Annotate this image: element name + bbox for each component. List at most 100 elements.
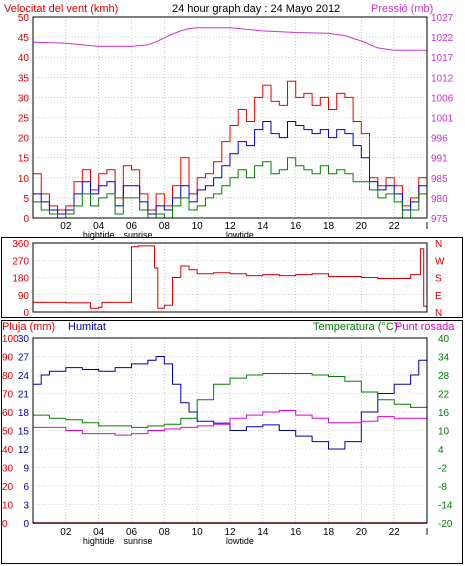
wind-low-line [33,157,428,219]
pressure-tick-label: 980 [431,194,448,205]
pluja-tick-label: 10 [2,501,14,512]
pressure-axis-ticks: 975 980 985 991 996 1001 1006 1012 1017 1022 1027 [431,13,454,225]
x-tick-label: 06 [126,221,138,232]
humidity-line [33,356,428,450]
wind-tick-label: 10 [18,174,30,185]
wind-series [32,27,428,219]
wind-tick-label: 45 [18,33,30,44]
marker-hightide: hightide [83,536,115,546]
wind-direction-line [33,245,428,309]
direction-axis-ticks: 0 90 180 270 360 [12,239,29,319]
pluja-axis-ticks: 0 10 20 30 40 50 60 70 80 90 100 [2,334,19,530]
temperature-line [33,373,428,428]
direction-tick-label: 90 [18,291,30,302]
humitat-tick-label: 0 [23,519,29,530]
x-tick-label: 12 [224,221,236,232]
pressure-tick-label: 1017 [431,53,454,64]
temperature-tick-label: -8 [438,482,447,493]
wind-pressure-panel: 0 5 10 15 20 25 30 35 40 45 50 975 980 985 991 996 1001… [18,13,454,240]
wind-axis-ticks: 0 5 10 15 20 25 30 35 40 45 50 [18,13,30,225]
pluja-tick-label: 70 [2,390,14,401]
humitat-axis-ticks: 0 3 6 9 12 15 18 21 24 27 30 [18,334,30,530]
tide-sun-markers-bottom: hightide sunrise lowtide [83,536,254,546]
x-tick-label: 04 [93,527,105,538]
wind-grid [33,17,428,218]
pluja-tick-label: 100 [2,334,19,345]
temperature-tick-label: 10 [438,427,450,438]
humitat-tick-label: 24 [18,371,30,382]
pressure-tick-label: 1012 [431,73,454,84]
direction-series [33,245,428,309]
humitat-tick-label: 21 [18,390,30,401]
dewpoint-line [33,410,428,436]
temperature-tick-label: 40 [438,334,450,345]
pressure-tick-label: 975 [431,214,448,225]
pressure-tick-label: 1006 [431,93,454,104]
wind-tick-label: 40 [18,53,30,64]
x-tick-label: 22 [389,527,401,538]
wind-tick-label: 30 [18,93,30,104]
humitat-tick-label: 30 [18,334,30,345]
pluja-tick-label: 60 [2,408,14,419]
pluja-tick-label: 90 [2,353,14,364]
temperature-tick-label: 4 [438,445,444,456]
humitat-tick-label: 15 [18,427,30,438]
pluja-tick-label: 40 [2,445,14,456]
wind-tick-label: 5 [23,194,29,205]
humitat-tick-label: 3 [23,501,29,512]
pressure-tick-label: 985 [431,174,448,185]
temp-plot-frame [32,337,428,524]
wind-tick-label: 0 [23,214,29,225]
pluja-tick-label: 50 [2,427,14,438]
temperature-tick-label: -20 [438,519,453,530]
x-tick-label: 08 [159,221,171,232]
temperature-tick-label: 16 [438,408,450,419]
x-tick-label: 02 [60,221,72,232]
tide-sun-markers-top: hightide sunrise lowtide [83,230,254,240]
x-tick-label: 10 [192,527,204,538]
pluja-axis-label: Pluja (mm) [2,321,55,333]
pressure-axis-label: Pressió (mb) [371,3,433,15]
compass-label: E [435,291,442,302]
x-tick-label: I [426,221,429,232]
direction-plot-frame [32,242,428,313]
x-tick-label: 16 [290,221,302,232]
x-tick-label: 14 [257,527,269,538]
wind-axis-label: Velocitat del vent (kmh) [4,3,118,15]
direction-tick-label: 270 [12,256,29,267]
punt-rosada-axis-label: Punt rosada [395,321,455,333]
marker-lowtide: lowtide [226,536,254,546]
pluja-tick-label: 80 [2,371,14,382]
direction-tick-label: 180 [12,274,29,285]
marker-sunrise: sunrise [124,230,153,240]
temp-series [33,356,428,524]
x-tick-label: 16 [290,527,302,538]
x-tick-label: 10 [192,221,204,232]
pluja-tick-label: 20 [2,482,14,493]
rain-humidity-temp-panel: 0 10 20 30 40 50 60 70 80 90 100 0 3 6 9 12 15 18 21 24 27 3… [1,320,463,564]
compass-label: N [435,239,442,250]
humitat-axis-label: Humitat [68,321,106,333]
humitat-tick-label: 27 [18,353,30,364]
direction-tick-label: 0 [23,308,29,319]
x-tick-label: 12 [224,527,236,538]
marker-lowtide: lowtide [226,230,254,240]
wind-tick-label: 50 [18,13,30,24]
pressure-tick-label: 996 [431,134,448,145]
x-tick-label: 18 [323,527,335,538]
pressure-tick-label: 991 [431,154,448,165]
temperature-tick-label: -14 [438,501,453,512]
direction-panel-border [1,237,463,318]
x-tick-label: I [426,527,429,538]
pluja-tick-label: 30 [2,464,14,475]
pressure-tick-label: 1022 [431,33,454,44]
wind-gust-line [33,80,428,211]
humitat-tick-label: 6 [23,482,29,493]
wind-tick-label: 35 [18,73,30,84]
marker-hightide: hightide [83,230,115,240]
x-tick-label: 02 [60,527,72,538]
x-tick-label: 22 [389,221,401,232]
temperature-tick-label: -2 [438,464,447,475]
